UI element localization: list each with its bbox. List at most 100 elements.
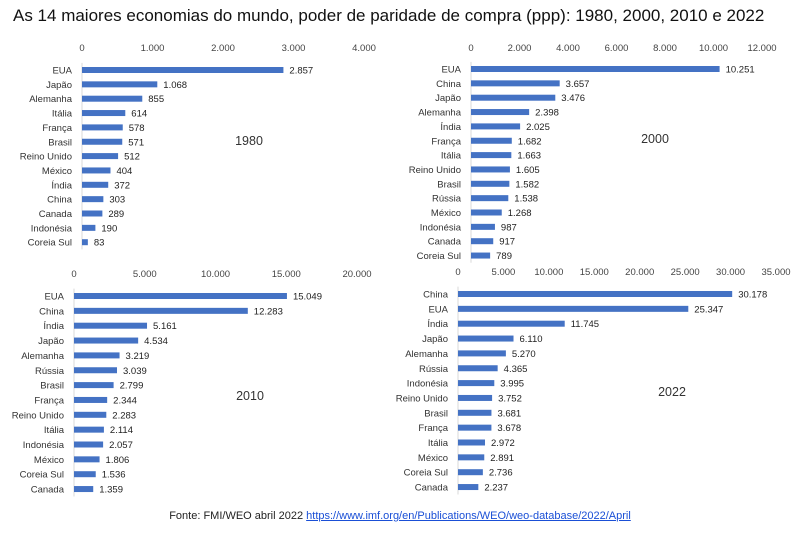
data-label: 15.049	[293, 292, 322, 303]
category-label: Índia	[440, 122, 461, 133]
x-tick-label: 2.000	[211, 43, 235, 54]
x-tick-label: 15.000	[580, 267, 609, 278]
bar	[82, 181, 109, 188]
x-tick-label: 4.000	[556, 43, 580, 54]
category-label: França	[34, 395, 64, 406]
category-label: Canada	[415, 483, 449, 494]
data-label: 190	[101, 223, 117, 234]
bar	[82, 224, 96, 231]
data-label: 855	[148, 94, 164, 105]
bar	[82, 138, 123, 145]
x-tick-label: 1.000	[141, 43, 165, 54]
category-label: Reino Unido	[12, 410, 64, 421]
category-label: Japão	[46, 80, 72, 91]
data-label: 1.359	[99, 485, 123, 496]
x-tick-label: 0	[468, 43, 473, 54]
category-label: Brasil	[437, 179, 461, 190]
category-label: Rússia	[419, 364, 449, 375]
bar	[471, 223, 495, 230]
category-label: Coreia Sul	[28, 238, 72, 249]
data-label: 1.682	[518, 136, 542, 147]
bar	[471, 195, 509, 202]
data-label: 2.857	[289, 66, 313, 77]
bar	[471, 209, 502, 216]
bar	[74, 471, 96, 478]
data-label: 1.068	[163, 80, 187, 91]
bar	[74, 486, 94, 493]
bar	[458, 291, 733, 297]
data-label: 1.582	[515, 179, 539, 190]
bar	[458, 305, 689, 312]
bar	[458, 409, 492, 416]
data-label: 303	[109, 195, 125, 206]
x-tick-label: 10.000	[534, 267, 563, 278]
category-label: EUA	[428, 304, 448, 315]
data-label: 4.365	[504, 364, 528, 375]
data-label: 83	[94, 238, 105, 249]
data-label: 2.344	[113, 395, 137, 406]
data-label: 12.283	[254, 306, 283, 317]
bar	[471, 123, 521, 130]
category-label: Japão	[435, 93, 461, 104]
data-label: 1.663	[517, 151, 541, 162]
bar	[458, 439, 486, 446]
x-tick-label: 15.000	[272, 269, 301, 280]
bar	[458, 469, 483, 476]
data-label: 917	[499, 237, 515, 248]
data-label: 512	[124, 152, 140, 163]
bar	[471, 252, 491, 259]
data-label: 1.536	[102, 470, 126, 481]
data-label: 30.178	[738, 290, 767, 301]
category-label: México	[42, 166, 72, 177]
data-label: 3.039	[123, 366, 147, 377]
category-label: Índia	[51, 180, 72, 191]
bar	[74, 307, 248, 314]
category-label: Rússia	[432, 194, 462, 205]
bar	[82, 124, 123, 131]
data-label: 3.752	[498, 393, 522, 404]
category-label: China	[423, 290, 449, 301]
bar	[74, 411, 107, 418]
bar	[82, 95, 143, 102]
bar	[458, 454, 485, 461]
bar	[82, 81, 158, 88]
data-label: 1.268	[508, 208, 532, 219]
category-label: Itália	[44, 425, 65, 436]
chart-year-label: 2022	[658, 385, 686, 399]
category-label: Alemanha	[405, 349, 448, 360]
category-label: Coreia Sul	[404, 468, 448, 479]
x-tick-label: 25.000	[671, 267, 700, 278]
source-link[interactable]: https://www.imf.org/en/Publications/WEO/…	[306, 510, 631, 522]
data-label: 25.347	[694, 304, 723, 315]
bar	[82, 153, 119, 160]
x-tick-label: 5.000	[133, 269, 157, 280]
bar	[471, 109, 530, 116]
x-tick-label: 5.000	[492, 267, 516, 278]
data-label: 2.237	[484, 483, 508, 494]
source-note: Fonte: FMI/WEO abril 2022 https://www.im…	[0, 510, 800, 522]
category-label: Alemanha	[29, 94, 72, 105]
bar	[471, 80, 560, 87]
x-tick-label: 20.000	[342, 269, 371, 280]
category-label: Índia	[427, 319, 448, 330]
category-label: Itália	[52, 109, 73, 120]
bar	[74, 456, 100, 463]
data-label: 2.891	[490, 453, 514, 464]
x-tick-label: 4.000	[352, 43, 376, 54]
bar	[458, 335, 514, 342]
data-label: 3.678	[497, 423, 521, 434]
category-label: França	[431, 136, 461, 147]
x-tick-label: 0	[455, 267, 460, 278]
category-label: Rússia	[35, 366, 65, 377]
category-label: Itália	[441, 151, 462, 162]
charts-canvas: 0 1.000 2.000 3.000 4.000 EUA 2.857 Japão 1.068 A…	[12, 43, 791, 497]
chart-year-label: 2000	[641, 132, 669, 146]
data-label: 4.534	[144, 336, 168, 347]
data-label: 2.398	[535, 108, 559, 119]
bar	[82, 167, 111, 174]
category-label: Reino Unido	[409, 165, 461, 176]
category-label: Coreia Sul	[20, 470, 64, 481]
bar	[74, 426, 104, 433]
data-label: 2.972	[491, 438, 515, 449]
x-tick-label: 30.000	[716, 267, 745, 278]
